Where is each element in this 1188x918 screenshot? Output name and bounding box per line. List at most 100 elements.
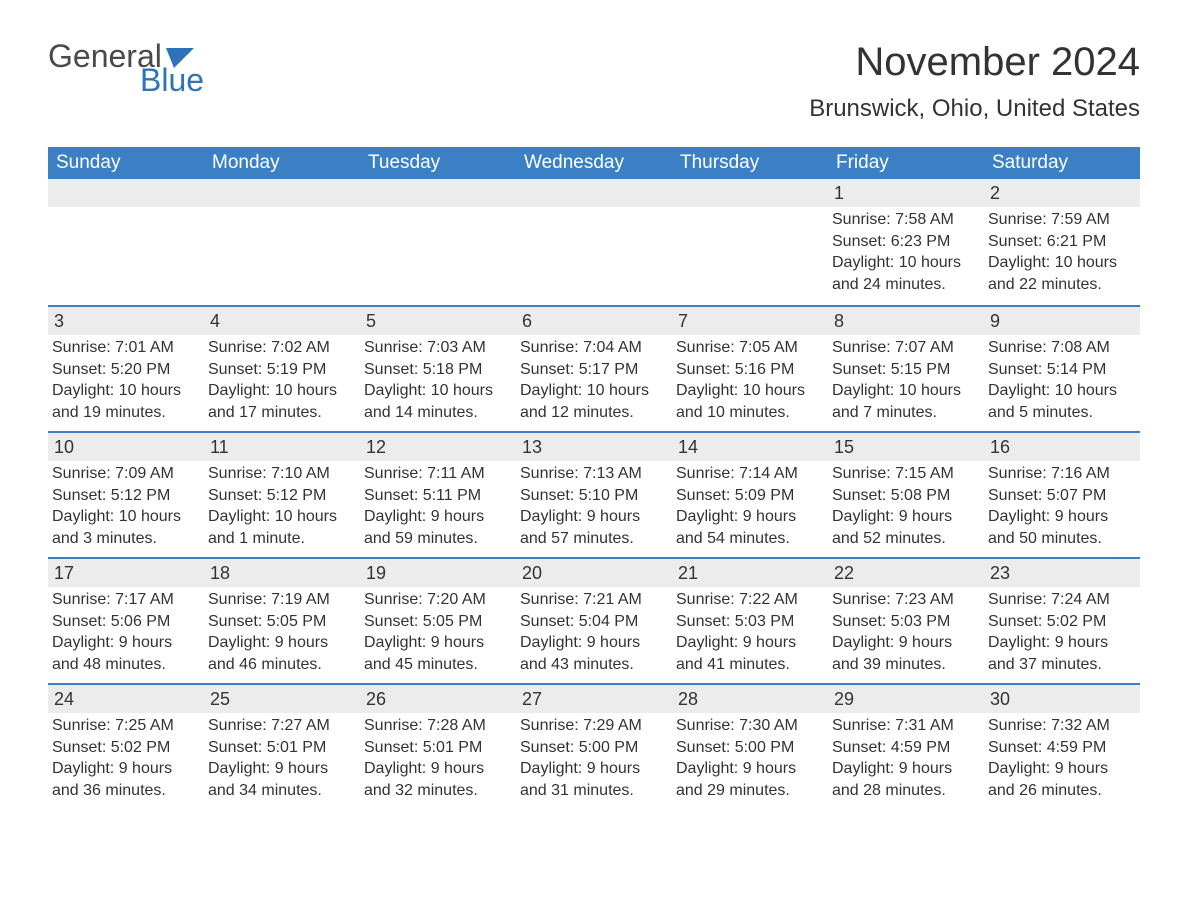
day-body: Sunrise: 7:19 AMSunset: 5:05 PMDaylight:… (204, 587, 360, 681)
sunrise-text: Sunrise: 7:07 AM (832, 337, 980, 359)
sunrise-text: Sunrise: 7:23 AM (832, 589, 980, 611)
daylight-text: Daylight: 9 hours and 26 minutes. (988, 758, 1136, 801)
sunrise-text: Sunrise: 7:58 AM (832, 209, 980, 231)
sunrise-text: Sunrise: 7:15 AM (832, 463, 980, 485)
daylight-text: Daylight: 9 hours and 48 minutes. (52, 632, 200, 675)
day-cell: 14Sunrise: 7:14 AMSunset: 5:09 PMDayligh… (672, 433, 828, 557)
sunset-text: Sunset: 5:03 PM (676, 611, 824, 633)
daylight-text: Daylight: 9 hours and 28 minutes. (832, 758, 980, 801)
sunrise-text: Sunrise: 7:14 AM (676, 463, 824, 485)
day-body: Sunrise: 7:24 AMSunset: 5:02 PMDaylight:… (984, 587, 1140, 681)
sunset-text: Sunset: 4:59 PM (832, 737, 980, 759)
sunset-text: Sunset: 5:04 PM (520, 611, 668, 633)
day-body (516, 207, 672, 215)
day-body: Sunrise: 7:11 AMSunset: 5:11 PMDaylight:… (360, 461, 516, 555)
day-cell: 10Sunrise: 7:09 AMSunset: 5:12 PMDayligh… (48, 433, 204, 557)
week-row: .....1Sunrise: 7:58 AMSunset: 6:23 PMDay… (48, 179, 1140, 305)
sunset-text: Sunset: 5:12 PM (52, 485, 200, 507)
day-number: 23 (984, 559, 1140, 587)
day-body: Sunrise: 7:08 AMSunset: 5:14 PMDaylight:… (984, 335, 1140, 429)
location: Brunswick, Ohio, United States (809, 95, 1140, 123)
day-body: Sunrise: 7:32 AMSunset: 4:59 PMDaylight:… (984, 713, 1140, 807)
sunrise-text: Sunrise: 7:28 AM (364, 715, 512, 737)
daylight-text: Daylight: 10 hours and 5 minutes. (988, 380, 1136, 423)
daylight-text: Daylight: 9 hours and 52 minutes. (832, 506, 980, 549)
daylight-text: Daylight: 9 hours and 29 minutes. (676, 758, 824, 801)
daylight-text: Daylight: 9 hours and 54 minutes. (676, 506, 824, 549)
sunrise-text: Sunrise: 7:16 AM (988, 463, 1136, 485)
day-body (204, 207, 360, 215)
month-title: November 2024 (809, 40, 1140, 85)
sunset-text: Sunset: 5:03 PM (832, 611, 980, 633)
sunset-text: Sunset: 5:11 PM (364, 485, 512, 507)
sunrise-text: Sunrise: 7:05 AM (676, 337, 824, 359)
day-number: 18 (204, 559, 360, 587)
sunrise-text: Sunrise: 7:24 AM (988, 589, 1136, 611)
day-number: 17 (48, 559, 204, 587)
daylight-text: Daylight: 10 hours and 12 minutes. (520, 380, 668, 423)
day-cell: 25Sunrise: 7:27 AMSunset: 5:01 PMDayligh… (204, 685, 360, 809)
daylight-text: Daylight: 9 hours and 57 minutes. (520, 506, 668, 549)
weekday-header-row: SundayMondayTuesdayWednesdayThursdayFrid… (48, 147, 1140, 179)
day-body: Sunrise: 7:28 AMSunset: 5:01 PMDaylight:… (360, 713, 516, 807)
day-cell: 16Sunrise: 7:16 AMSunset: 5:07 PMDayligh… (984, 433, 1140, 557)
day-cell: 17Sunrise: 7:17 AMSunset: 5:06 PMDayligh… (48, 559, 204, 683)
daylight-text: Daylight: 10 hours and 7 minutes. (832, 380, 980, 423)
day-body: Sunrise: 7:09 AMSunset: 5:12 PMDaylight:… (48, 461, 204, 555)
sunset-text: Sunset: 5:12 PM (208, 485, 356, 507)
day-cell: 30Sunrise: 7:32 AMSunset: 4:59 PMDayligh… (984, 685, 1140, 809)
day-body: Sunrise: 7:04 AMSunset: 5:17 PMDaylight:… (516, 335, 672, 429)
title-block: November 2024 Brunswick, Ohio, United St… (809, 40, 1140, 123)
day-body: Sunrise: 7:29 AMSunset: 5:00 PMDaylight:… (516, 713, 672, 807)
sunset-text: Sunset: 5:08 PM (832, 485, 980, 507)
sunset-text: Sunset: 5:00 PM (520, 737, 668, 759)
day-cell: 15Sunrise: 7:15 AMSunset: 5:08 PMDayligh… (828, 433, 984, 557)
sunrise-text: Sunrise: 7:29 AM (520, 715, 668, 737)
day-number: 1 (828, 179, 984, 207)
sunrise-text: Sunrise: 7:13 AM (520, 463, 668, 485)
sunrise-text: Sunrise: 7:10 AM (208, 463, 356, 485)
sunrise-text: Sunrise: 7:21 AM (520, 589, 668, 611)
day-number: 26 (360, 685, 516, 713)
sunset-text: Sunset: 5:02 PM (52, 737, 200, 759)
sunrise-text: Sunrise: 7:32 AM (988, 715, 1136, 737)
day-cell: 29Sunrise: 7:31 AMSunset: 4:59 PMDayligh… (828, 685, 984, 809)
day-number: . (672, 179, 828, 207)
sunrise-text: Sunrise: 7:09 AM (52, 463, 200, 485)
day-number: 12 (360, 433, 516, 461)
daylight-text: Daylight: 10 hours and 3 minutes. (52, 506, 200, 549)
day-number: 7 (672, 307, 828, 335)
day-body: Sunrise: 7:59 AMSunset: 6:21 PMDaylight:… (984, 207, 1140, 301)
day-body: Sunrise: 7:22 AMSunset: 5:03 PMDaylight:… (672, 587, 828, 681)
day-body: Sunrise: 7:27 AMSunset: 5:01 PMDaylight:… (204, 713, 360, 807)
day-body (672, 207, 828, 215)
day-number: 3 (48, 307, 204, 335)
day-body: Sunrise: 7:14 AMSunset: 5:09 PMDaylight:… (672, 461, 828, 555)
sunrise-text: Sunrise: 7:59 AM (988, 209, 1136, 231)
day-body: Sunrise: 7:02 AMSunset: 5:19 PMDaylight:… (204, 335, 360, 429)
day-cell: 11Sunrise: 7:10 AMSunset: 5:12 PMDayligh… (204, 433, 360, 557)
day-cell: 13Sunrise: 7:13 AMSunset: 5:10 PMDayligh… (516, 433, 672, 557)
sunrise-text: Sunrise: 7:19 AM (208, 589, 356, 611)
daylight-text: Daylight: 10 hours and 10 minutes. (676, 380, 824, 423)
day-body (48, 207, 204, 215)
page-header: General Blue November 2024 Brunswick, Oh… (48, 40, 1140, 123)
day-body: Sunrise: 7:30 AMSunset: 5:00 PMDaylight:… (672, 713, 828, 807)
daylight-text: Daylight: 10 hours and 22 minutes. (988, 252, 1136, 295)
sunset-text: Sunset: 5:05 PM (364, 611, 512, 633)
sunset-text: Sunset: 5:05 PM (208, 611, 356, 633)
day-cell: 24Sunrise: 7:25 AMSunset: 5:02 PMDayligh… (48, 685, 204, 809)
daylight-text: Daylight: 9 hours and 50 minutes. (988, 506, 1136, 549)
sunset-text: Sunset: 5:01 PM (208, 737, 356, 759)
week-row: 3Sunrise: 7:01 AMSunset: 5:20 PMDaylight… (48, 305, 1140, 431)
day-number: 28 (672, 685, 828, 713)
day-cell: 20Sunrise: 7:21 AMSunset: 5:04 PMDayligh… (516, 559, 672, 683)
daylight-text: Daylight: 9 hours and 59 minutes. (364, 506, 512, 549)
day-number: . (360, 179, 516, 207)
day-number: 9 (984, 307, 1140, 335)
daylight-text: Daylight: 9 hours and 36 minutes. (52, 758, 200, 801)
sunset-text: Sunset: 5:06 PM (52, 611, 200, 633)
sunset-text: Sunset: 5:00 PM (676, 737, 824, 759)
day-body: Sunrise: 7:23 AMSunset: 5:03 PMDaylight:… (828, 587, 984, 681)
daylight-text: Daylight: 9 hours and 32 minutes. (364, 758, 512, 801)
